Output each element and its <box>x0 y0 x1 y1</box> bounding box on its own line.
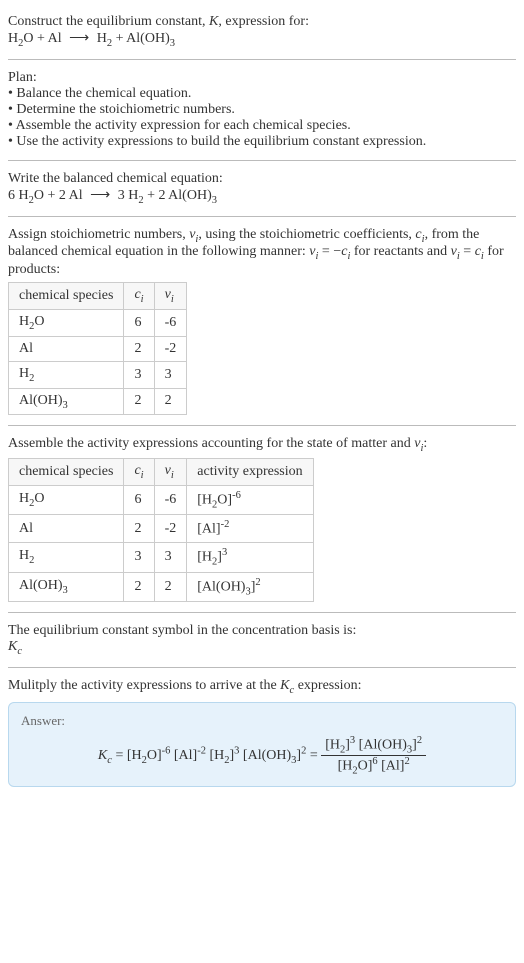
title-section: Construct the equilibrium constant, K, e… <box>8 8 516 55</box>
answer-equation: Kc = [H2O]-6 [Al]-2 [H2]3 [Al(OH)3]2 = [… <box>21 735 503 777</box>
activity-section: Assemble the activity expressions accoun… <box>8 430 516 608</box>
balanced-equation: 6 H2O + 2 Al ⟶ 3 H2 + 2 Al(OH)3 <box>8 187 516 206</box>
plan-heading: Plan: <box>8 70 516 86</box>
col-ci: ci <box>124 283 154 310</box>
balanced-section: Write the balanced chemical equation: 6 … <box>8 165 516 212</box>
table-row: H233[H2]3 <box>9 543 314 572</box>
plan-item: • Use the activity expressions to build … <box>8 134 516 150</box>
kc-symbol-heading: The equilibrium constant symbol in the c… <box>8 623 516 639</box>
table-row: H233 <box>9 361 187 388</box>
answer-label: Answer: <box>21 713 503 729</box>
table-row: Al(OH)322 <box>9 388 187 415</box>
separator <box>8 425 516 426</box>
table-row: Al(OH)322[Al(OH)3]2 <box>9 572 314 601</box>
plan-item: • Balance the chemical equation. <box>8 86 516 102</box>
kc-symbol-section: The equilibrium constant symbol in the c… <box>8 617 516 663</box>
col-vi: νi <box>154 459 187 486</box>
multiply-section: Mulitply the activity expressions to arr… <box>8 672 516 794</box>
separator <box>8 667 516 668</box>
kc-symbol: Kc <box>8 639 516 657</box>
activity-table: chemical species ci νi activity expressi… <box>8 458 314 602</box>
table-row: H2O6-6[H2O]-6 <box>9 485 314 514</box>
table-header-row: chemical species ci νi <box>9 283 187 310</box>
table-row: Al2-2[Al]-2 <box>9 515 314 543</box>
col-vi: νi <box>154 283 187 310</box>
col-species: chemical species <box>9 283 124 310</box>
separator <box>8 59 516 60</box>
table-row: H2O6-6 <box>9 309 187 336</box>
plan-item: • Determine the stoichiometric numbers. <box>8 102 516 118</box>
plan-item: • Assemble the activity expression for e… <box>8 118 516 134</box>
plan-section: Plan: • Balance the chemical equation. •… <box>8 64 516 156</box>
balanced-heading: Write the balanced chemical equation: <box>8 171 516 187</box>
multiply-heading: Mulitply the activity expressions to arr… <box>8 678 516 696</box>
table-header-row: chemical species ci νi activity expressi… <box>9 459 314 486</box>
col-activity: activity expression <box>187 459 313 486</box>
answer-box: Answer: Kc = [H2O]-6 [Al]-2 [H2]3 [Al(OH… <box>8 702 516 788</box>
activity-heading: Assemble the activity expressions accoun… <box>8 436 516 454</box>
stoich-section: Assign stoichiometric numbers, νi, using… <box>8 221 516 422</box>
separator <box>8 160 516 161</box>
col-species: chemical species <box>9 459 124 486</box>
page-title: Construct the equilibrium constant, K, e… <box>8 14 516 30</box>
stoich-table: chemical species ci νi H2O6-6 Al2-2 H233… <box>8 282 187 415</box>
table-row: Al2-2 <box>9 336 187 361</box>
col-ci: ci <box>124 459 154 486</box>
unbalanced-equation: H2O + Al ⟶ H2 + Al(OH)3 <box>8 30 516 49</box>
separator <box>8 612 516 613</box>
separator <box>8 216 516 217</box>
stoich-intro: Assign stoichiometric numbers, νi, using… <box>8 227 516 279</box>
